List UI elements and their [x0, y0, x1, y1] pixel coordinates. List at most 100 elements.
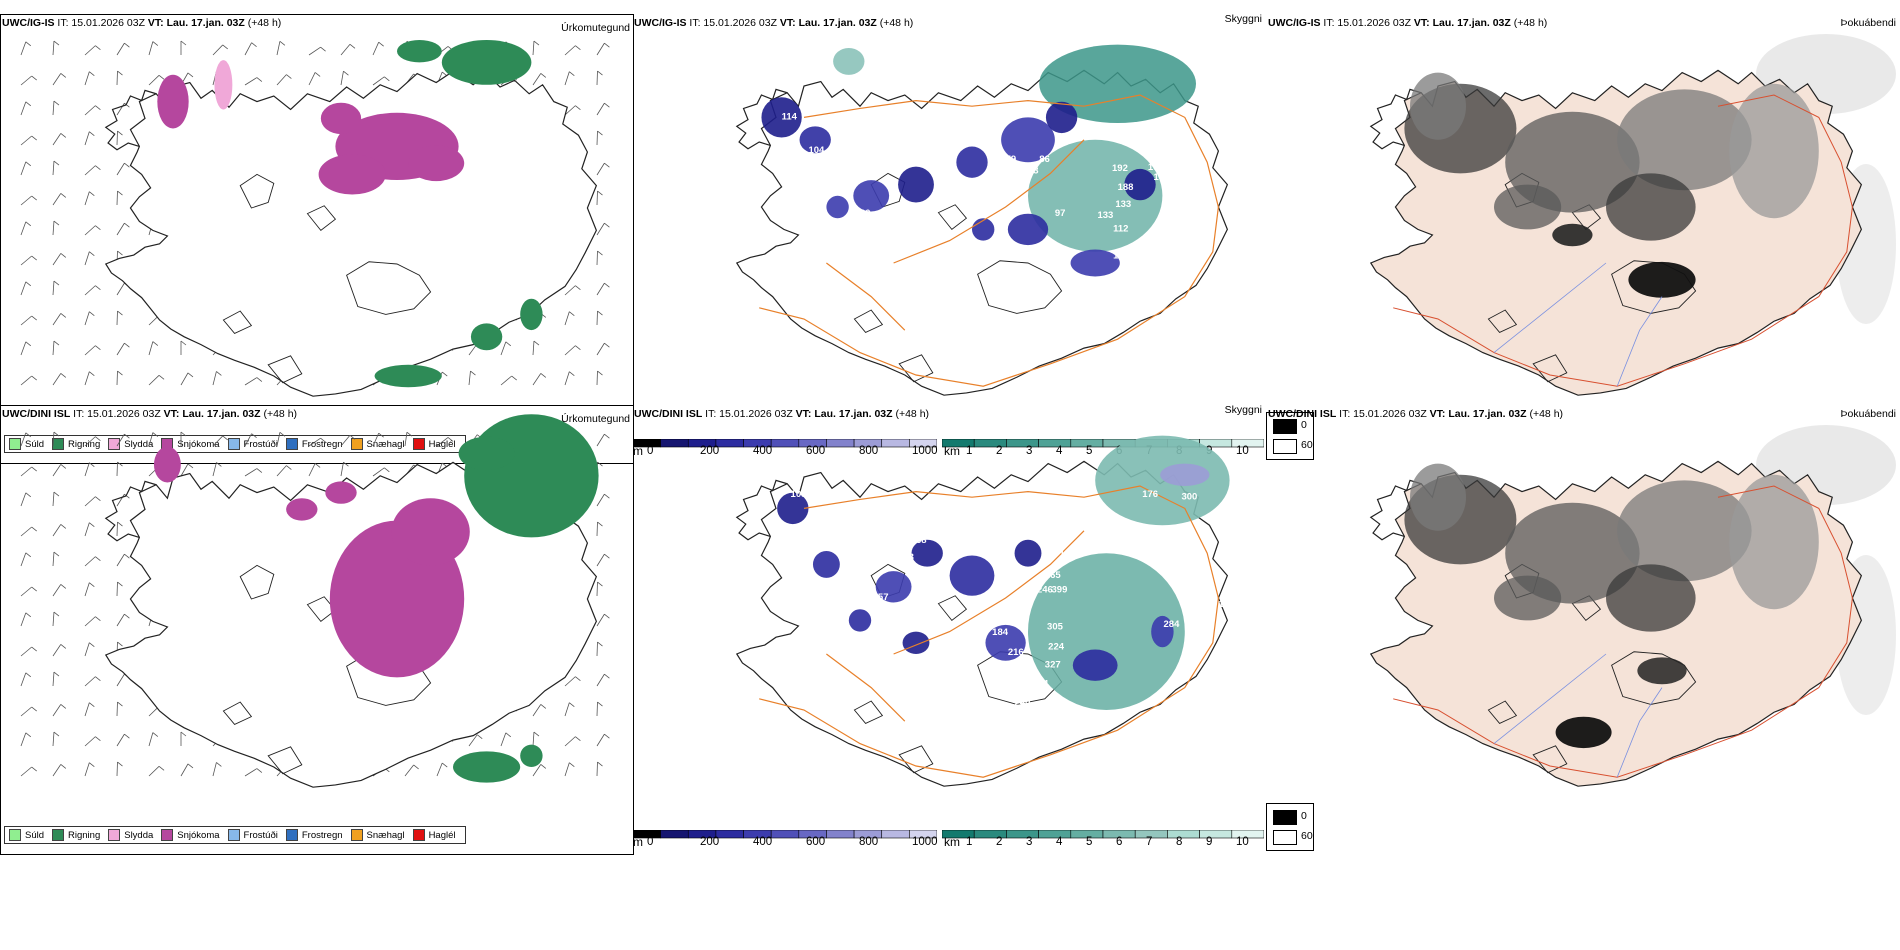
precip-map [20, 40, 610, 397]
map-value-label: 96 [952, 251, 963, 262]
legend-item: Rigning [52, 829, 100, 841]
init-time: IT: 15.01.2026 03Z [57, 17, 145, 29]
map-value-label: 188 [1118, 182, 1134, 193]
map-value-label: 69 [807, 639, 818, 650]
map-value-label: 94 [1180, 217, 1191, 228]
legend-label: Rigning [68, 829, 101, 841]
map-value-label: 86 [1039, 154, 1050, 165]
map-value-label: 63 [1028, 165, 1039, 176]
map-value-label: 68 [916, 535, 927, 546]
map-value-label: 227 [896, 601, 912, 612]
colorbar-unit: km [944, 444, 960, 458]
colorbar-tick: 800 [859, 836, 879, 848]
map-value-label: 57 [878, 592, 889, 603]
legend-label: Haglél [428, 829, 456, 841]
colorbar-tick: 200 [700, 836, 720, 848]
init-time: IT: 15.01.2026 03Z [1339, 408, 1427, 420]
legend-label: Súld [25, 829, 45, 841]
model-name: UWC/DINI ISL [1268, 408, 1337, 420]
legend-label: 0 [1301, 810, 1307, 822]
map-value-label: 102 [933, 524, 949, 535]
colorbar-tick: 8 [1176, 836, 1183, 848]
panel-header: UWC/IG-IS IT: 15.01.2026 03Z VT: Lau. 17… [634, 17, 913, 29]
map-value-label: 126 [793, 291, 809, 302]
panel-header: UWC/IG-IS IT: 15.01.2026 03Z VT: Lau. 17… [1268, 17, 1547, 29]
map-value-label: 488 [1164, 273, 1180, 284]
valid-time: Lau. 17.jan. 03Z [166, 17, 245, 29]
colorbar-tick: 1 [966, 445, 973, 457]
legend-label: Snjókoma [177, 829, 220, 841]
map-value-label: 139 [786, 467, 802, 478]
legend-label: Haglél [428, 438, 456, 450]
legend-label: Snjókoma [177, 438, 220, 450]
map-value-label: 194 [1153, 172, 1170, 183]
valid-time: Lau. 17.jan. 03Z [182, 408, 261, 420]
panel-header: UWC/DINI ISL IT: 15.01.2026 03Z VT: Lau.… [634, 408, 929, 420]
legend-item: Slydda [108, 438, 153, 450]
map-value-label: 300 [1181, 491, 1197, 502]
init-time: IT: 15.01.2026 03Z [689, 17, 777, 29]
map-value-label: 96 [895, 290, 906, 301]
legend-item: Súld [9, 438, 44, 450]
legend-item: Slydda [108, 829, 153, 841]
map-value-label: 133 [1115, 199, 1131, 210]
colorbar-tick: 0 [647, 836, 654, 848]
lead-time: (+48 h) [1529, 408, 1564, 420]
map-value-label: 103 [1218, 599, 1234, 610]
legend-swatch [227, 438, 240, 450]
map-value-label: 192 [1112, 163, 1128, 174]
map-value-label: 133 [1097, 210, 1113, 221]
map-value-label: 77 [1062, 313, 1073, 324]
colorbar-tick: 400 [753, 836, 773, 848]
map-value-label: 176 [1142, 489, 1158, 500]
colorbar-tick: 4 [1056, 445, 1063, 457]
map-value-label: 104 [808, 242, 825, 253]
map-value-label: 103 [791, 489, 807, 500]
colorbar-tick: 5 [1086, 445, 1093, 457]
map-value-label: 205 [1041, 537, 1058, 548]
precip-legend: Súld Rigning Slydda Snjókoma Frostúði Fr… [4, 435, 466, 453]
legend-item: Snæhagl [350, 438, 405, 450]
panel-header: UWC/IG-IS IT: 15.01.2026 03Z VT: Lau. 17… [2, 17, 281, 29]
map-value-label: 111 [804, 523, 820, 534]
legend-label: Frostregn [301, 829, 343, 841]
map-value-label: 265 [1045, 570, 1062, 581]
legend-item: Frostúði [227, 829, 278, 841]
panel-title: Þokuábendi [1840, 408, 1896, 420]
map-value-label: 133 [898, 552, 914, 563]
map-value-label: 107 [813, 523, 829, 534]
legend-swatch [412, 829, 425, 841]
map-value-label: 399 [1052, 584, 1068, 595]
map-value-label: 173 [951, 694, 967, 705]
colorbar-unit: km [944, 835, 960, 849]
legend-label: Rigning [68, 438, 101, 450]
map-value-label: 97 [1055, 208, 1066, 219]
map-value-label: 88 [938, 305, 949, 316]
colorbar-unit: m [633, 835, 643, 849]
map-value-label: 77 [901, 608, 912, 619]
legend-label: 60 [1301, 830, 1313, 842]
legend-swatch [9, 438, 21, 450]
precip-legend: Súld Rigning Slydda Snjókoma Frostúði Fr… [4, 826, 466, 844]
legend-item: Snæhagl [350, 829, 405, 841]
map-value-label: 101 [1095, 291, 1112, 302]
visibility-colorbar: km 1 2 3 4 5 6 7 8 9 10 [941, 827, 1265, 857]
cloud-visibility-panel: 139 103 111 107 218 77 86 68 102 133 227 57 77 60 100 6… [632, 405, 1264, 853]
legend-label: Snæhagl [366, 438, 405, 450]
map-value-label: 104 [808, 145, 825, 156]
init-time: IT: 15.01.2026 03Z [73, 408, 161, 420]
legend-item: Haglél [412, 829, 456, 841]
legend-item: Frostregn [285, 438, 343, 450]
map-value-label: 240 [1015, 698, 1031, 709]
map-value-label: 114 [782, 112, 798, 123]
map-value-label: 77 [868, 552, 879, 563]
legend-swatch [285, 438, 298, 450]
legend-swatch [412, 438, 425, 450]
map-value-label: 86 [894, 526, 905, 537]
map-value-label: 222 [965, 712, 981, 723]
map-value-label: 284 [1164, 619, 1181, 630]
valid-time-label: VT: [795, 408, 812, 420]
valid-time-label: VT: [1413, 17, 1430, 29]
colorbar-tick: 1000 [912, 836, 938, 848]
valid-time-label: VT: [147, 17, 164, 29]
